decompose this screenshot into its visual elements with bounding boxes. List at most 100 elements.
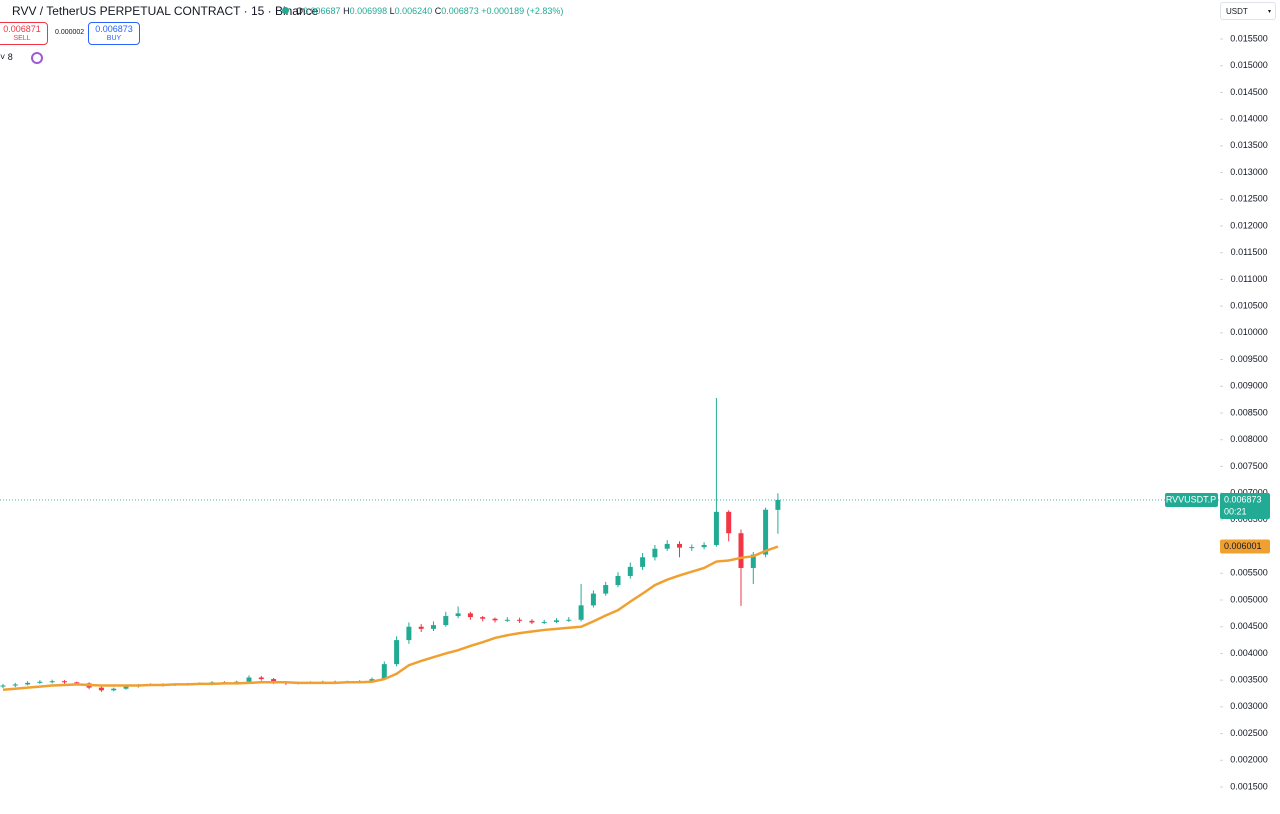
candle-body bbox=[418, 626, 424, 629]
symbol-title[interactable]: RVV / TetherUS PERPETUAL CONTRACT · 15 ·… bbox=[12, 4, 319, 18]
candle-body bbox=[394, 640, 400, 665]
candle-body bbox=[677, 543, 682, 548]
y-tick-label: 0.013500 bbox=[1230, 140, 1268, 150]
c-label: C bbox=[434, 6, 442, 16]
candle-body bbox=[566, 619, 572, 621]
sell-price: 0.006871 bbox=[3, 24, 41, 34]
countdown: 00:21 bbox=[1224, 506, 1247, 516]
y-tick-label: 0.002000 bbox=[1230, 755, 1268, 765]
y-tick-label: 0.009500 bbox=[1230, 354, 1268, 364]
candle-body bbox=[689, 547, 695, 549]
y-tick-label: 0.010500 bbox=[1230, 301, 1268, 311]
l-label: L bbox=[389, 6, 395, 16]
candle-body bbox=[640, 557, 646, 567]
y-tick-label: 0.014000 bbox=[1230, 114, 1268, 124]
buy-button[interactable]: 0.006873 BUY bbox=[88, 22, 140, 45]
y-tick-label: 0.004500 bbox=[1230, 621, 1268, 631]
candle-body bbox=[381, 664, 387, 680]
candle-body bbox=[25, 682, 31, 685]
y-tick-label: 0.010000 bbox=[1230, 327, 1268, 337]
candle-body bbox=[480, 617, 486, 619]
moving-average bbox=[2, 545, 779, 692]
candle-body bbox=[554, 620, 559, 622]
y-tick-label: 0.003000 bbox=[1230, 701, 1268, 711]
y-tick-label: 0.011500 bbox=[1231, 247, 1268, 257]
candle-body bbox=[504, 619, 510, 621]
buy-price: 0.006873 bbox=[95, 24, 133, 34]
spread: 0.000002 bbox=[55, 29, 85, 36]
candle-body bbox=[492, 618, 498, 621]
h-label: H bbox=[343, 6, 350, 16]
y-tick-label: 0.012500 bbox=[1230, 194, 1268, 204]
candle-body bbox=[590, 593, 596, 606]
candle-body bbox=[529, 620, 535, 623]
candle-body bbox=[664, 543, 670, 549]
candle-body bbox=[713, 511, 719, 545]
y-tick-label: 0.007000 bbox=[1230, 488, 1268, 498]
last-price-tag bbox=[1220, 492, 1270, 519]
candle-body bbox=[369, 679, 375, 682]
y-tick-label: 0.002500 bbox=[1230, 728, 1268, 738]
candle-body bbox=[467, 613, 473, 618]
candle-body bbox=[98, 687, 104, 691]
candle-body bbox=[62, 681, 67, 683]
y-tick-label: 0.011000 bbox=[1231, 274, 1268, 284]
candle-body bbox=[37, 681, 43, 683]
candle-body bbox=[775, 499, 781, 510]
y-tick-label: 0.009000 bbox=[1230, 381, 1268, 391]
candle-body bbox=[627, 566, 633, 576]
status-dot bbox=[282, 7, 289, 14]
candle-body bbox=[0, 685, 6, 687]
y-tick-label: 0.015500 bbox=[1230, 33, 1268, 43]
candle-body bbox=[443, 616, 449, 626]
candle-body bbox=[455, 613, 461, 617]
y-tick-label: 0.004000 bbox=[1230, 648, 1268, 658]
candle-body bbox=[49, 681, 55, 683]
y-tick-label: 0.008000 bbox=[1230, 434, 1268, 444]
o-label: O bbox=[296, 6, 304, 16]
candle-body bbox=[615, 575, 621, 586]
y-tick-label: 0.003500 bbox=[1230, 675, 1268, 685]
y-tick-label: 0.008500 bbox=[1230, 407, 1268, 417]
candle-body bbox=[578, 605, 584, 620]
candle-body bbox=[74, 682, 80, 684]
candle-body bbox=[603, 585, 609, 594]
ma-label: 0.006001 bbox=[1224, 541, 1262, 551]
y-tick-label: 0.007500 bbox=[1230, 461, 1268, 471]
indicator-icon[interactable] bbox=[31, 52, 43, 64]
ticker-tag bbox=[1165, 492, 1218, 507]
y-tick-label: 0.005000 bbox=[1230, 594, 1268, 604]
currency-select[interactable]: USDT ▾ bbox=[1220, 2, 1276, 20]
sell-label: SELL bbox=[13, 35, 31, 42]
l-value: 0.006240 bbox=[394, 6, 433, 16]
buy-label: BUY bbox=[106, 35, 122, 42]
y-tick-label: 0.015000 bbox=[1230, 60, 1268, 70]
candle-body bbox=[271, 679, 277, 683]
sell-button[interactable]: 0.006871 SELL bbox=[0, 22, 48, 45]
y-tick-label: 0.001500 bbox=[1230, 781, 1268, 791]
candle-body bbox=[750, 554, 756, 568]
candle-body bbox=[726, 511, 732, 534]
candle-body bbox=[541, 621, 547, 623]
last-price-label: 0.006873 bbox=[1224, 494, 1262, 504]
ticker-label: RVVUSDT.P bbox=[1166, 494, 1216, 504]
candle-body bbox=[406, 626, 412, 641]
indicators-toggle[interactable]: ˅ 8 bbox=[0, 52, 13, 62]
y-tick-label: 0.005500 bbox=[1230, 568, 1268, 578]
candle-body bbox=[763, 509, 769, 555]
candle-body bbox=[258, 677, 264, 680]
candle-body bbox=[738, 533, 744, 568]
y-tick-label: 0.012000 bbox=[1230, 220, 1268, 230]
c-value: 0.006873 bbox=[441, 6, 479, 16]
change: +0.000189 (+2.83%) bbox=[481, 6, 564, 16]
candle-body bbox=[701, 544, 707, 548]
o-value: 0.006687 bbox=[303, 6, 341, 16]
candle-body bbox=[517, 619, 523, 621]
y-tick-label: 0.013000 bbox=[1230, 167, 1268, 177]
ma-tag bbox=[1220, 539, 1270, 554]
candle-body bbox=[111, 688, 117, 691]
candle-body bbox=[431, 625, 436, 629]
candle-body bbox=[123, 686, 129, 689]
